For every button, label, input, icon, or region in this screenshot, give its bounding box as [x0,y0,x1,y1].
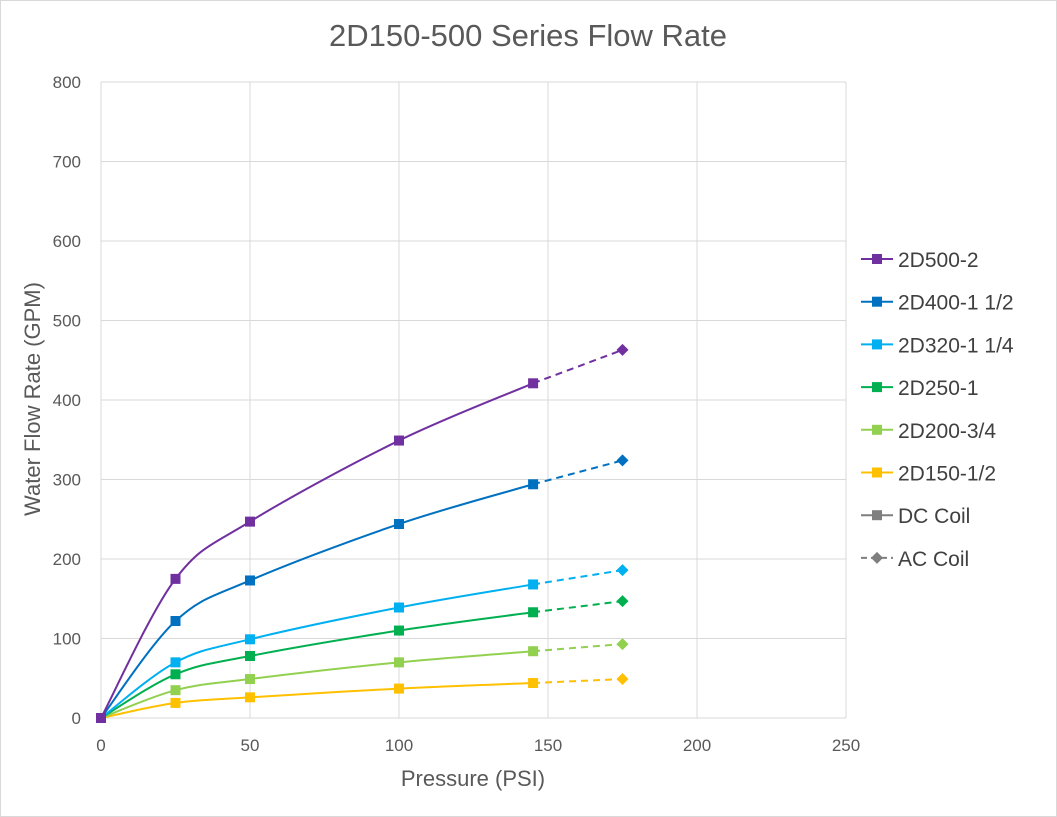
legend-label: 2D500-2 [898,249,979,272]
series-line-ac [533,643,623,653]
data-point-square [394,519,404,530]
data-point-square [394,683,404,694]
legend-item: DC Coil [861,505,970,528]
data-point-square [394,657,404,668]
data-point-square [528,479,539,490]
legend-label: 2D400-1 1/2 [898,292,1014,315]
x-tick-label: 50 [241,736,260,755]
y-tick-label: 700 [53,153,81,172]
data-point-diamond [616,595,629,608]
series-lines [96,343,629,723]
legend-marker [872,296,882,307]
legend-item: 2D320-1 1/4 [861,334,1014,357]
data-point-square [245,674,255,685]
data-point-square [170,697,181,708]
data-point-square [170,685,181,696]
x-axis-title: Pressure (PSI) [401,766,545,791]
series-line-dc [100,583,534,719]
legend-label: 2D150-1/2 [898,463,996,486]
data-point-square [96,713,106,723]
legend-marker [872,467,882,478]
x-tick-label: 150 [534,736,562,755]
series-line-dc [100,682,534,719]
legend-label: 2D200-3/4 [898,420,996,443]
series-line-dc [100,611,534,719]
data-point-diamond [616,638,629,651]
legend: 2D500-2 2D400-1 1/2 2D320-1 1/4 2D250-1 2D20… [861,249,1014,571]
y-tick-label: 100 [53,630,81,649]
x-tick-label: 200 [683,736,711,755]
series-group [96,638,629,723]
series-line-ac [532,348,623,385]
data-point-square [170,657,181,668]
series-line-ac [533,678,623,685]
data-point-square [394,625,404,636]
x-tick-label: 100 [385,736,413,755]
legend-label: DC Coil [898,505,970,528]
data-point-diamond [616,564,629,577]
y-tick-label: 500 [53,312,81,331]
data-point-square [170,573,181,584]
data-point-square [170,616,181,627]
legend-label: AC Coil [898,548,969,571]
series-line-ac [532,600,623,614]
data-point-square [245,516,255,527]
series-line-ac [532,459,623,486]
legend-item: AC Coil [861,548,969,571]
chart-title: 2D150-500 Series Flow Rate [329,18,727,53]
y-tick-label: 200 [53,550,81,569]
series-group [96,564,629,723]
y-axis-title: Water Flow Rate (GPM) [20,282,45,516]
data-point-square [245,692,255,703]
data-point-diamond [616,454,629,467]
legend-marker [872,339,882,350]
data-point-square [394,435,404,446]
data-point-square [528,607,539,618]
x-tick-label: 250 [832,736,860,755]
legend-marker [872,424,882,435]
gridlines [100,81,847,719]
data-point-square [528,678,539,689]
y-tick-label: 600 [53,232,81,251]
series-line-dc [100,650,534,719]
legend-item: 2D500-2 [861,249,979,272]
legend-item: 2D200-3/4 [861,420,996,443]
data-point-diamond [616,343,629,356]
y-tick-label: 800 [53,73,81,92]
legend-item: 2D400-1 1/2 [861,292,1014,315]
legend-label: 2D250-1 [898,377,979,400]
y-tick-label: 300 [53,471,81,490]
data-point-square [528,646,539,657]
x-tick-label: 0 [96,736,105,755]
legend-marker [872,382,882,393]
legend-marker [872,254,882,264]
series-group [96,454,629,723]
data-point-square [245,650,255,661]
legend-marker [871,551,883,564]
series-line-ac [532,569,623,586]
data-point-square [245,634,255,645]
series-line-dc [100,483,534,719]
data-point-square [170,669,181,680]
data-point-square [528,579,539,590]
y-tick-label: 0 [72,709,81,728]
data-point-diamond [616,673,629,686]
data-point-square [528,378,539,389]
tick-labels: 0 100 200 300 400 500 600 700 800 0 50 100 150 200 250 [53,73,861,755]
series-group [96,673,629,723]
legend-marker [872,510,882,521]
y-tick-label: 400 [53,391,81,410]
legend-item: 2D250-1 [861,377,979,400]
legend-item: 2D150-1/2 [861,463,996,486]
data-point-square [394,602,404,613]
series-line-dc [100,382,534,719]
data-point-square [245,575,255,586]
series-group [96,343,629,723]
legend-label: 2D320-1 1/4 [898,334,1014,357]
